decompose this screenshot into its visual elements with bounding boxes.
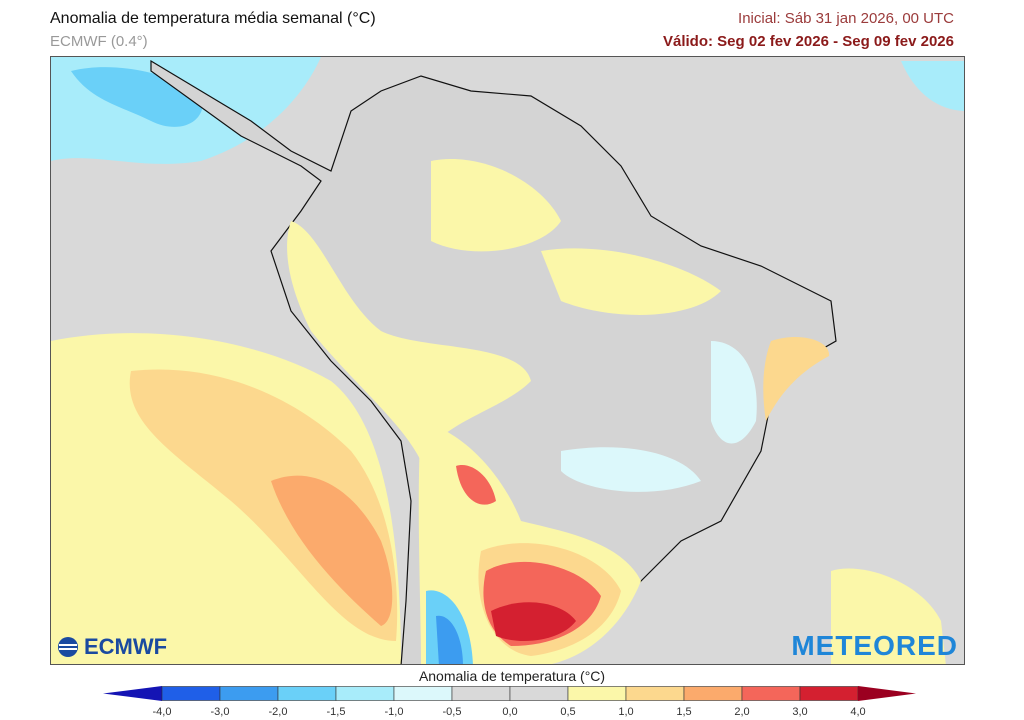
colorbar bbox=[103, 686, 916, 701]
colorbar-tick-label: -4,0 bbox=[152, 706, 172, 718]
colorbar-bin bbox=[625, 686, 685, 701]
colorbar-bin bbox=[683, 686, 743, 701]
colorbar-over-arrow bbox=[858, 686, 916, 701]
anomaly-field-chaco-red bbox=[456, 465, 496, 505]
colorbar-title: Anomalia de temperatura (°C) bbox=[418, 668, 606, 684]
colorbar-bin bbox=[799, 686, 859, 701]
temperature-anomaly-map: ECMWF METEORED bbox=[50, 56, 965, 665]
anomaly-field-ne-blue bbox=[901, 61, 964, 111]
map-title: Anomalia de temperatura média semanal (°… bbox=[50, 10, 376, 27]
anomaly-field-south-darkred bbox=[491, 602, 576, 641]
anomaly-field-north-yellow bbox=[541, 248, 721, 315]
colorbar-under-arrow bbox=[103, 686, 162, 701]
anomaly-field-brazil-lightblue bbox=[561, 341, 757, 492]
anomaly-field-pacific-orange2 bbox=[271, 475, 393, 626]
anomaly-field-andes-yellow bbox=[287, 221, 531, 461]
colorbar-tick-label: -1,0 bbox=[384, 706, 404, 718]
colorbar-bin bbox=[567, 686, 627, 701]
colorbar-labels: -4,0 -3,0 -2,0 -1,5 -1,0 -0,5 0,0 0,5 1,0 1,5 2,0 3… bbox=[0, 706, 1024, 720]
initial-time: Inicial: Sáb 31 jan 2026, 00 UTC bbox=[738, 10, 954, 27]
colorbar-tick-label: 1,5 bbox=[676, 706, 692, 718]
colorbar-tick-label: -0,5 bbox=[442, 706, 462, 718]
colorbar-tick-label: 0,0 bbox=[502, 706, 518, 718]
colorbar-bin bbox=[509, 686, 569, 701]
model-label: ECMWF (0.4°) bbox=[50, 33, 148, 50]
map-canvas bbox=[51, 57, 964, 664]
colorbar-tick-label: -1,5 bbox=[326, 706, 346, 718]
colorbar-tick-label: -2,0 bbox=[268, 706, 288, 718]
valid-period: Válido: Seg 02 fev 2026 - Seg 09 fev 202… bbox=[663, 33, 954, 50]
colorbar-tick-label: 4,0 bbox=[850, 706, 866, 718]
colorbar-bin bbox=[277, 686, 337, 701]
anomaly-field-atlantic-yellow bbox=[831, 568, 946, 664]
colorbar-tick-label: 3,0 bbox=[792, 706, 808, 718]
colorbar-bin bbox=[219, 686, 279, 701]
colorbar-bin bbox=[335, 686, 395, 701]
colorbar-bin bbox=[451, 686, 511, 701]
colorbar-tick-label: -3,0 bbox=[210, 706, 230, 718]
colorbar-tick-label: 0,5 bbox=[560, 706, 576, 718]
colorbar-tick-label: 2,0 bbox=[734, 706, 750, 718]
anomaly-field-ne-brazil-orange bbox=[763, 336, 830, 421]
anomaly-field-patagonia-darkblue bbox=[436, 615, 463, 664]
colorbar-tick-label: 1,0 bbox=[618, 706, 634, 718]
ecmwf-logo: ECMWF bbox=[55, 634, 167, 660]
ecmwf-emblem-icon bbox=[58, 637, 78, 657]
meteored-logo: METEORED bbox=[791, 630, 958, 661]
anomaly-field-amazon-yellow bbox=[431, 159, 561, 252]
colorbar-bin bbox=[161, 686, 221, 701]
colorbar-bin bbox=[741, 686, 801, 701]
colorbar-bin bbox=[393, 686, 453, 701]
